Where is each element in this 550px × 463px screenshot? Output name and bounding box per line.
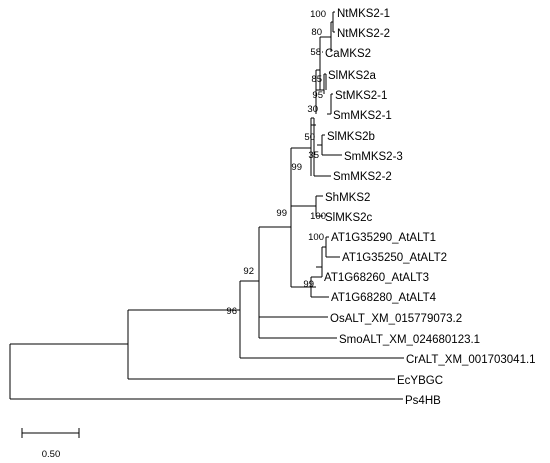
leaf-label: SlMKS2c [325,212,373,224]
leaf-label: SmMKS2-2 [333,171,392,183]
bootstrap-value: 99 [291,162,302,173]
leaf-label: AT1G35250_AtALT2 [342,252,447,264]
leaf-label: CaMKS2 [325,48,371,60]
bootstrap-value: 50 [304,132,315,143]
leaf-label: SmoALT_XM_024680123.1 [339,334,480,346]
bootstrap-value: 99 [276,208,287,219]
leaf-label: NtMKS2-2 [337,28,390,40]
leaf-label: SlMKS2b [327,131,375,143]
bootstrap-value: 100 [310,9,326,20]
scale-bar-label: 0.50 [42,449,61,460]
leaf-label: AT1G68280_AtALT4 [331,292,437,304]
leaf-label: SlMKS2a [328,70,377,82]
leaf-label: Ps4HB [405,395,441,407]
bootstrap-value: 96 [226,306,237,317]
bootstrap-value: 92 [243,266,254,277]
bootstrap-value: 58 [310,47,321,58]
leaf-label: SmMKS2-3 [344,151,403,163]
leaf-label: OsALT_XM_015779073.2 [330,313,462,325]
leaf-label: ShMKS2 [325,192,370,204]
leaf-label: StMKS2-1 [335,90,387,102]
bootstrap-value: 95 [312,90,323,101]
bootstrap-value: 100 [308,232,324,243]
bootstrap-value: 85 [311,74,322,85]
bootstrap-value: 35 [308,150,319,161]
leaf-label: AT1G68260_AtALT3 [324,272,429,284]
leaf-label: CrALT_XM_001703041.1 [406,354,536,366]
bootstrap-value: 99 [303,279,314,290]
leaf-label: AT1G35290_AtALT1 [331,232,436,244]
leaf-label: SmMKS2-1 [333,110,392,122]
bootstrap-value: 30 [307,104,318,115]
bootstrap-value: 100 [310,211,326,222]
leaf-label: EcYBGC [397,375,443,387]
leaf-label: NtMKS2-1 [337,8,390,20]
bootstrap-value: 80 [311,27,322,38]
tree-branches [9,11,404,400]
